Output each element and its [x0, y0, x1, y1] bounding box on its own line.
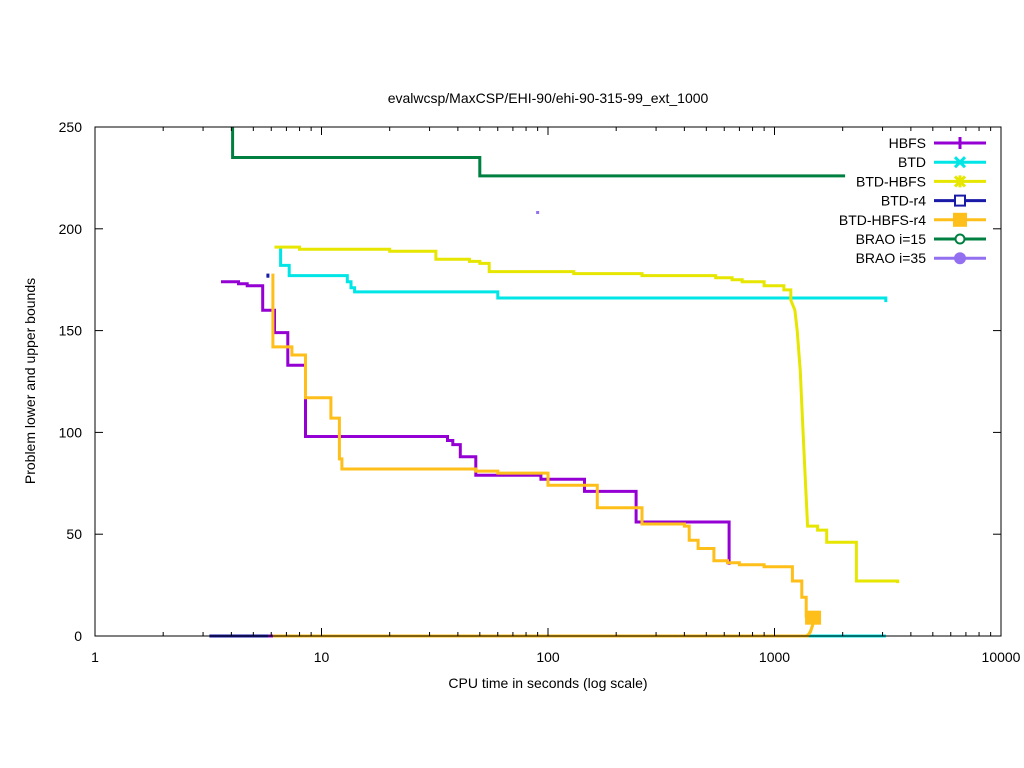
square-marker-icon	[954, 194, 966, 207]
x-tick-label: 1000	[759, 649, 790, 665]
y-tick-label: 100	[59, 424, 83, 440]
btd-hbfs-r4-lower-bound-line	[272, 616, 817, 638]
legend-label-btd-r4: BTD-r4	[881, 193, 926, 209]
x-marker-icon	[953, 156, 967, 169]
legend-label-brao-i-15: BRAO i=15	[856, 231, 927, 247]
btd-hbfs-r4-end-marker	[805, 610, 822, 625]
star-marker-icon	[953, 175, 967, 188]
btd-hbfs-r4-upper-bound-line	[271, 273, 808, 618]
x-tick-label: 100	[536, 649, 560, 665]
y-tick-label: 50	[66, 526, 82, 542]
legend-label-brao-i-35: BRAO i=35	[856, 250, 927, 266]
plot-series	[209, 127, 900, 638]
circle-marker-icon	[954, 233, 966, 245]
hbfs-upper-bound-line	[221, 280, 731, 565]
axis-ticks: 1 10 100 1000 10000 0 50 100 150 200 250	[59, 119, 1021, 665]
filled-square-marker-icon	[953, 212, 967, 227]
btd-hbfs-lower-bound-line	[274, 617, 816, 638]
btd-hbfs-upper-bound-line	[274, 245, 900, 584]
legend-label-btd-hbfs-r4: BTD-HBFS-r4	[839, 212, 926, 228]
brao-i-15-upper-bound-line	[231, 127, 846, 178]
y-tick-label: 150	[59, 323, 83, 339]
legend: HBFS BTD BTD-HBFS BTD-r4 BTD-HBFS-r4 BRAO i=1…	[839, 135, 986, 266]
x-axis-title: CPU time in seconds (log scale)	[448, 675, 647, 691]
y-tick-label: 0	[74, 628, 82, 644]
chart-title: evalwcsp/MaxCSP/EHI-90/ehi-90-315-99_ext…	[388, 90, 709, 106]
btd-upper-bound-line	[279, 247, 888, 303]
x-tick-label: 10000	[982, 649, 1021, 665]
plot-frame	[94, 126, 1002, 637]
legend-label-btd-hbfs: BTD-HBFS	[856, 173, 926, 189]
filled-circle-marker-icon	[954, 252, 966, 265]
x-tick-label: 1	[91, 649, 99, 665]
legend-label-btd: BTD	[898, 154, 926, 170]
legend-label-hbfs: HBFS	[889, 135, 926, 151]
y-axis-title: Problem lower and upper bounds	[22, 278, 38, 484]
x-tick-label: 10	[314, 649, 330, 665]
y-tick-label: 200	[59, 221, 83, 237]
y-tick-label: 250	[59, 119, 83, 135]
